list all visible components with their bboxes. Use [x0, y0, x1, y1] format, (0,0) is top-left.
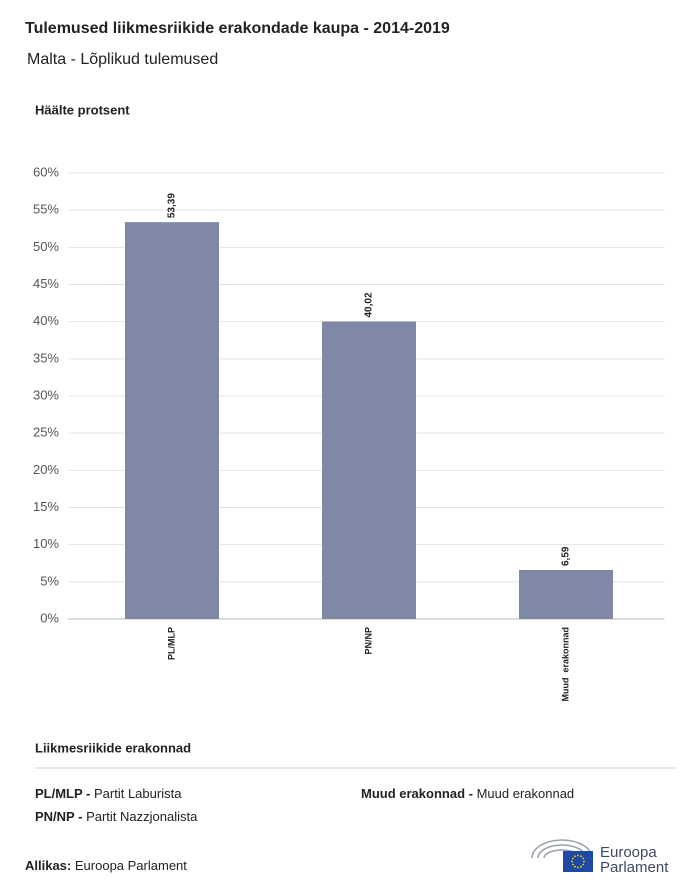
y-axis-label: Häälte protsent — [35, 102, 130, 117]
y-tick-label: 5% — [40, 573, 59, 588]
star — [577, 854, 579, 857]
logo: Euroopa Parlament — [531, 839, 669, 876]
star — [582, 863, 585, 866]
y-tick-label: 40% — [33, 313, 59, 328]
star — [574, 855, 576, 858]
star — [574, 865, 576, 868]
y-tick-label: 30% — [33, 387, 59, 402]
eu-flag — [563, 851, 593, 872]
y-tick-label: 45% — [33, 276, 59, 291]
y-tick-label: 35% — [33, 350, 59, 365]
x-tick-label: PN/NP — [363, 627, 373, 655]
legend-name: Muud erakonnad — [477, 786, 575, 801]
source-label: Allikas: — [25, 858, 71, 873]
bar — [519, 570, 613, 619]
bar — [125, 222, 219, 619]
legend-title: Liikmesriikide erakonnad — [35, 740, 191, 755]
star — [571, 857, 574, 860]
legend-abbr: Muud erakonnad - — [361, 786, 473, 801]
legend-item: PN/NP - Partit Nazzjonalista — [35, 809, 198, 824]
legend-item: PL/MLP - Partit Laburista — [35, 786, 182, 801]
logo-line1: Euroopa — [600, 844, 657, 861]
chart-subtitle: Malta - Lõplikud tulemused — [27, 51, 218, 68]
legend-abbr: PL/MLP - — [35, 786, 90, 801]
y-tick-label: 20% — [33, 462, 59, 477]
eu-stars — [571, 854, 585, 869]
source: Allikas: Euroopa Parlament — [25, 858, 187, 873]
star — [582, 857, 585, 860]
legend-abbr: PN/NP - — [35, 809, 82, 824]
legend-item: Muud erakonnad - Muud erakonnad — [361, 786, 574, 801]
source-text: Euroopa Parlament — [75, 858, 187, 873]
value-label: 40,02 — [364, 292, 375, 317]
y-tick-label: 25% — [33, 425, 59, 440]
star — [583, 860, 585, 863]
star — [577, 866, 579, 869]
star — [571, 863, 574, 866]
y-tick-label: 55% — [33, 202, 59, 217]
chart-title: Tulemused liikmesriikide erakondade kaup… — [25, 20, 450, 37]
x-tick-label: PL/MLP — [166, 627, 176, 660]
y-tick-label: 10% — [33, 536, 59, 551]
value-label: 53,39 — [167, 193, 178, 218]
value-label: 6,59 — [561, 546, 572, 566]
y-tick-label: 60% — [33, 164, 59, 179]
star — [580, 855, 582, 858]
y-tick-label: 0% — [40, 610, 59, 625]
y-tick-label: 15% — [33, 499, 59, 514]
logo-line2: Parlament — [600, 859, 669, 876]
legend-name: Partit Laburista — [94, 786, 182, 801]
bar — [322, 321, 416, 619]
y-tick-label: 50% — [33, 239, 59, 254]
star — [580, 865, 582, 868]
star — [571, 860, 573, 863]
legend-name: Partit Nazzjonalista — [86, 809, 198, 824]
x-tick-label: Muud erakonnad — [560, 627, 570, 702]
